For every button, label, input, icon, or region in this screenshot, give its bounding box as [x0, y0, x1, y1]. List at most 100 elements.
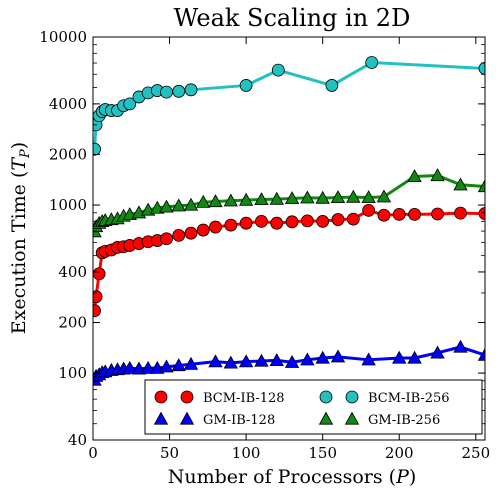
legend-label-gm-ib-128: GM-IB-128: [203, 413, 275, 428]
legend: BCM-IB-128 BCM-IB-256 GM-IB-128 GM-IB-256: [144, 379, 483, 435]
legend-marker-bcm-ib-128: [154, 390, 168, 404]
data-point-bcm-ib-256: [239, 79, 253, 92]
data-point-gm-ib-256: [183, 197, 199, 211]
y-tick-label: 200: [58, 314, 87, 332]
y-tick-label: 1000: [49, 196, 87, 214]
data-point-gm-ib-256: [171, 198, 186, 212]
data-point-gm-ib-256: [238, 192, 254, 206]
data-point-gm-ib-256: [196, 194, 211, 208]
data-point-bcm-ib-256: [365, 56, 379, 69]
y-tick-label: 40: [68, 431, 87, 449]
legend-label-gm-ib-256: GM-IB-256: [368, 413, 440, 428]
data-point-bcm-ib-128: [224, 218, 238, 232]
data-point-gm-ib-256: [208, 194, 223, 208]
data-point-gm-ib-128: [477, 347, 485, 361]
data-point-bcm-ib-128: [160, 232, 173, 246]
data-point-bcm-ib-128: [93, 304, 101, 318]
data-point-gm-ib-256: [361, 190, 376, 204]
y-tick-label: 10000: [39, 28, 87, 46]
data-point-gm-ib-128: [284, 354, 300, 368]
data-point-bcm-ib-128: [316, 214, 330, 228]
data-point-gm-ib-256: [223, 193, 238, 207]
data-point-gm-ib-128: [430, 345, 445, 359]
legend-box: [144, 379, 483, 435]
y-tick-label: 400: [58, 263, 87, 281]
data-point-gm-ib-128: [159, 359, 174, 373]
data-point-gm-ib-256: [269, 191, 284, 205]
x-tick-label: 50: [160, 444, 179, 462]
data-point-bcm-ib-128: [285, 215, 299, 229]
x-tick-label: 150: [308, 444, 337, 462]
legend-marker-gm-ib-128: [179, 411, 195, 425]
x-tick-label: 100: [232, 444, 261, 462]
data-point-bcm-ib-128: [184, 226, 198, 240]
data-point-bcm-ib-128: [377, 208, 391, 222]
x-tick-label: 0: [88, 444, 98, 462]
data-point-gm-ib-256: [254, 192, 269, 206]
data-point-bcm-ib-128: [431, 207, 444, 221]
data-point-bcm-ib-128: [392, 207, 406, 221]
data-point-gm-ib-128: [407, 350, 422, 364]
data-point-bcm-ib-256: [123, 97, 137, 111]
data-point-gm-ib-128: [453, 339, 468, 353]
data-point-gm-ib-128: [361, 352, 376, 366]
data-point-bcm-ib-128: [255, 214, 268, 228]
data-point-gm-ib-128: [269, 353, 284, 367]
data-point-bcm-ib-256: [478, 62, 485, 75]
data-point-gm-ib-128: [330, 349, 346, 363]
legend-marker-bcm-ib-256: [319, 390, 333, 404]
data-point-gm-ib-128: [122, 360, 137, 374]
legend-marker-gm-ib-256: [318, 411, 334, 425]
data-point-bcm-ib-256: [172, 84, 186, 98]
data-point-bcm-ib-256: [325, 79, 339, 92]
data-point-bcm-ib-128: [93, 267, 106, 281]
data-point-gm-ib-128: [392, 350, 407, 364]
series-line-bcm-ib-256: [93, 61, 485, 150]
x-axis-title: Number of Processors (P): [168, 466, 417, 488]
data-point-gm-ib-256: [376, 189, 392, 203]
x-tick-label: 250: [461, 444, 490, 462]
data-point-gm-ib-256: [477, 179, 485, 193]
data-point-gm-ib-256: [284, 191, 300, 205]
y-tick-label: 2000: [49, 145, 87, 163]
data-point-bcm-ib-128: [300, 214, 314, 228]
data-point-bcm-ib-256: [271, 63, 285, 77]
data-point-bcm-ib-128: [172, 228, 186, 242]
chart-title: Weak Scaling in 2D: [174, 4, 411, 32]
data-point-gm-ib-128: [254, 353, 269, 367]
data-point-bcm-ib-256: [160, 85, 173, 99]
y-tick-label: 4000: [49, 95, 87, 113]
y-tick-label: 100: [58, 364, 87, 382]
data-point-gm-ib-128: [183, 356, 199, 370]
data-point-gm-ib-256: [346, 189, 361, 203]
data-point-gm-ib-128: [223, 355, 238, 369]
axes: 0 50 100 150 200 250 40 100 200 400 1000 2000 4000 10…: [39, 28, 490, 462]
legend-marker-gm-ib-256: [344, 411, 360, 425]
y-axis-title: Execution Time (TP): [8, 142, 33, 334]
data-point-gm-ib-256: [315, 190, 330, 204]
data-point-bcm-ib-128: [239, 216, 253, 230]
legend-label-bcm-ib-128: BCM-IB-128: [203, 391, 285, 406]
data-point-bcm-ib-128: [270, 216, 284, 230]
data-point-bcm-ib-128: [478, 207, 485, 220]
data-point-gm-ib-256: [159, 199, 174, 213]
data-point-gm-ib-256: [453, 177, 468, 191]
data-point-bcm-ib-128: [362, 203, 376, 217]
data-point-bcm-ib-128: [346, 212, 360, 226]
data-point-bcm-ib-128: [331, 213, 345, 226]
data-point-gm-ib-128: [171, 358, 186, 372]
legend-label-bcm-ib-256: BCM-IB-256: [368, 391, 450, 406]
data-point-gm-ib-128: [140, 360, 156, 374]
data-point-bcm-ib-128: [93, 290, 103, 304]
data-point-bcm-ib-128: [209, 220, 222, 234]
legend-marker-gm-ib-128: [153, 411, 169, 425]
data-point-gm-ib-128: [300, 352, 315, 366]
data-point-gm-ib-256: [330, 190, 346, 204]
plot-frame: [92, 36, 486, 441]
series-layer: [93, 56, 485, 386]
data-point-gm-ib-256: [430, 168, 445, 182]
data-point-gm-ib-128: [208, 354, 223, 368]
data-point-bcm-ib-256: [93, 142, 101, 156]
plot-area: [93, 56, 485, 386]
